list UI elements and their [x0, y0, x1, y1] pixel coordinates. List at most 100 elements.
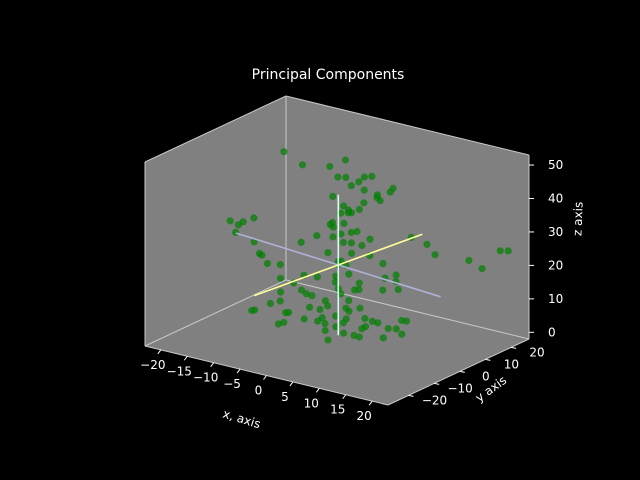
x-tick-label: −20 — [140, 358, 165, 372]
x-tick — [157, 349, 162, 355]
scatter-point — [353, 227, 361, 236]
scatter-point — [360, 199, 368, 207]
scatter-point — [331, 278, 339, 286]
scatter-point — [258, 251, 266, 259]
scatter-point — [379, 260, 387, 268]
scatter-point — [465, 256, 473, 265]
scatter-point — [277, 288, 285, 296]
scatter-point — [361, 314, 369, 323]
y-tick — [408, 394, 414, 397]
scatter-point — [356, 304, 364, 312]
scatter-point — [345, 270, 353, 278]
scatter-point — [355, 178, 363, 186]
x-tick-label: −5 — [223, 377, 241, 391]
x-tick — [183, 355, 188, 361]
scatter-point — [431, 251, 439, 259]
chart-title: Principal Components — [252, 67, 405, 83]
scatter-point — [313, 232, 321, 240]
scatter-point — [276, 297, 284, 305]
scatter-point — [342, 304, 350, 312]
scatter-point — [496, 247, 504, 255]
scatter-point — [504, 247, 512, 255]
z-tick-label: 40 — [548, 191, 563, 205]
scatter-point — [392, 325, 400, 333]
x-tick-label: 0 — [255, 384, 263, 398]
x-tick — [342, 394, 347, 400]
scatter-point — [347, 182, 355, 190]
pane-left — [145, 96, 286, 346]
scatter-point — [379, 286, 387, 294]
scatter-point — [226, 217, 234, 225]
scatter-point — [361, 323, 370, 331]
scatter-point — [300, 315, 308, 323]
scatter-point — [324, 336, 332, 344]
x-tick-label: 15 — [330, 403, 345, 417]
scatter-point — [379, 334, 387, 342]
y-tick-label: 20 — [529, 345, 544, 359]
scatter-point — [337, 230, 345, 238]
scatter-point — [374, 319, 382, 327]
scatter-point — [398, 316, 406, 325]
y-tick-label: −10 — [447, 381, 472, 395]
scatter-point — [394, 286, 402, 294]
scatter-point — [248, 306, 256, 315]
z-tick-label: 50 — [548, 158, 563, 172]
scatter-point — [368, 172, 376, 180]
scatter-point — [274, 320, 282, 328]
scatter-point — [282, 309, 290, 317]
scatter-point — [280, 148, 288, 156]
scatter-point — [321, 326, 329, 335]
z-axis-label: z axis — [570, 202, 585, 237]
x-tick-label: 5 — [281, 390, 289, 404]
scatter-point — [324, 249, 332, 257]
x-tick — [289, 381, 294, 387]
scatter-point — [297, 238, 305, 246]
scatter-point — [280, 318, 288, 326]
scatter-point — [340, 329, 348, 337]
y-axis-line — [387, 338, 530, 406]
scatter-point — [347, 239, 355, 247]
scatter-point — [423, 240, 431, 248]
scatter-point — [366, 235, 374, 243]
scatter-point — [313, 273, 321, 281]
scatter-point — [321, 319, 329, 328]
data-points — [226, 148, 512, 344]
ticks: −20 −15 −10 −5 0 5 10 15 20−20−10010200102030405… — [140, 158, 563, 423]
x-tick — [263, 375, 267, 380]
scatter-point — [360, 173, 368, 181]
scatter-point — [386, 188, 394, 196]
scatter-point — [232, 228, 240, 236]
y-tick — [485, 358, 491, 361]
z-tick-label: 20 — [548, 258, 563, 272]
pane-floor — [145, 280, 529, 405]
scatter-point — [355, 333, 363, 341]
z-tick-label: 0 — [548, 325, 556, 339]
y-tick — [434, 382, 440, 385]
scatter-point — [360, 186, 368, 194]
scatter-point — [326, 162, 334, 171]
scatter-point — [329, 192, 337, 200]
scatter-point — [263, 259, 271, 268]
scatter-point — [350, 331, 358, 339]
scatter-point — [358, 241, 366, 250]
scatter-point — [316, 305, 324, 314]
scatter-point — [341, 156, 350, 164]
scatter-point — [355, 205, 363, 214]
scatter-point — [368, 317, 376, 325]
y-tick-label: 0 — [482, 369, 490, 383]
z-tick-label: 10 — [548, 292, 563, 306]
scatter-point — [384, 324, 392, 333]
scatter-point — [302, 290, 310, 298]
scatter-point — [344, 209, 352, 217]
scatter-point — [340, 202, 348, 210]
scatter-point — [373, 193, 381, 201]
principal-axes — [235, 194, 441, 336]
scatter-point — [342, 173, 350, 181]
scatter-point — [478, 265, 486, 273]
scatter-point — [250, 214, 258, 222]
scatter-point — [266, 299, 274, 308]
scatter-point — [392, 271, 400, 279]
scatter-point — [355, 279, 363, 287]
scatter-point — [298, 161, 307, 169]
